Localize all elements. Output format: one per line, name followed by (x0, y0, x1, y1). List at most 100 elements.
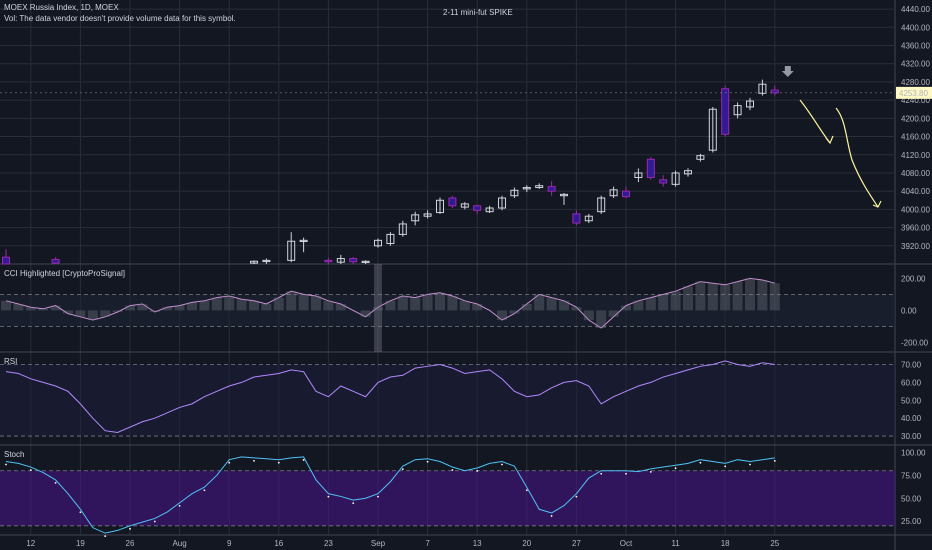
candle[interactable] (758, 79, 767, 96)
candle[interactable] (622, 186, 630, 198)
x-tick-label: 13 (473, 539, 482, 548)
cci-histogram-bar (125, 305, 135, 311)
candle[interactable] (597, 195, 606, 214)
candle[interactable] (361, 260, 370, 264)
stoch-d-dot (79, 511, 82, 514)
cci-histogram-bar (435, 292, 445, 311)
candle-body (609, 189, 618, 197)
stoch-d-dot (253, 459, 255, 462)
cci-histogram-bar (50, 305, 61, 311)
price-tick-label: 4280.00 (901, 78, 930, 87)
rsi-pane[interactable] (0, 360, 895, 437)
cci-histogram-bar (695, 281, 706, 311)
x-tick-label: 19 (76, 539, 85, 548)
stoch-pane[interactable] (0, 456, 895, 538)
candle-body (746, 100, 754, 108)
candle[interactable] (423, 210, 432, 219)
candle[interactable] (584, 213, 593, 224)
candle[interactable] (349, 257, 358, 264)
cci-histogram-bar (608, 310, 619, 317)
candle[interactable] (522, 185, 531, 193)
candle-body (584, 215, 593, 222)
symbol-line: MOEX Russia Index, 1D, MOEX (4, 3, 119, 12)
candle[interactable] (460, 202, 469, 210)
candle[interactable] (609, 186, 618, 198)
cci-histogram-bar (410, 297, 421, 311)
candle[interactable] (448, 195, 457, 209)
cci-histogram-bar (224, 296, 235, 311)
candle[interactable] (386, 232, 395, 246)
cci-histogram-bar (323, 300, 334, 311)
candle[interactable] (336, 254, 345, 264)
cci-histogram-bar (670, 291, 681, 311)
candle[interactable] (721, 85, 730, 137)
cci-histogram-bar (658, 294, 669, 311)
stoch-d-dot (5, 463, 7, 466)
candle[interactable] (560, 192, 568, 205)
cci-line (5, 277, 775, 329)
cci-histogram-bar (87, 310, 98, 320)
candle[interactable] (374, 238, 382, 248)
candle[interactable] (262, 258, 271, 264)
price-tick-label: 4000.00 (901, 205, 930, 214)
down-arrow-icon (781, 66, 794, 77)
candle[interactable] (287, 232, 296, 263)
cci-histogram-bar (583, 310, 594, 320)
cci-histogram-bar (162, 307, 173, 311)
candle-body (708, 108, 717, 151)
stoch-d-dot (327, 495, 330, 498)
candle[interactable] (51, 257, 60, 264)
candle-body (572, 213, 581, 224)
cci-histogram-bar (373, 307, 383, 311)
stoch-d-dot (352, 502, 355, 505)
candle[interactable] (746, 97, 754, 111)
price-pane[interactable] (0, 79, 895, 265)
candle[interactable] (659, 175, 668, 187)
annotation-arrowhead (872, 200, 882, 208)
cci-pane[interactable] (0, 264, 895, 352)
candle[interactable] (498, 195, 506, 211)
candle-body (560, 193, 568, 197)
stoch-d-dot (674, 467, 677, 470)
cci-histogram-bar (621, 305, 631, 311)
candle[interactable] (2, 249, 10, 265)
candle[interactable] (708, 106, 717, 153)
candle[interactable] (510, 187, 519, 198)
price-tick-label: 4160.00 (901, 133, 930, 142)
candle[interactable] (634, 168, 643, 183)
candle-body (721, 88, 730, 135)
candle-body (634, 172, 643, 179)
candle-body (498, 197, 506, 209)
cci-histogram-bar (683, 286, 693, 311)
candle[interactable] (696, 153, 705, 162)
candle[interactable] (324, 257, 333, 264)
candle[interactable] (671, 170, 680, 187)
candle[interactable] (547, 181, 556, 196)
candle[interactable] (473, 204, 482, 214)
candle-body (659, 179, 668, 184)
candle[interactable] (684, 168, 692, 177)
price-tick-label: 4040.00 (901, 187, 930, 196)
candle[interactable] (299, 237, 308, 253)
candle[interactable] (411, 211, 420, 226)
cci-highlight-bar (374, 264, 382, 352)
cci-histogram-bar (187, 302, 197, 311)
candle[interactable] (646, 157, 655, 180)
candle[interactable] (733, 102, 742, 119)
candle[interactable] (398, 220, 407, 237)
candle[interactable] (535, 183, 544, 189)
cci-histogram-bar (509, 310, 520, 314)
candle[interactable] (770, 85, 779, 96)
candle[interactable] (436, 197, 444, 214)
cci-histogram-bar (13, 304, 24, 311)
candle[interactable] (485, 205, 494, 214)
cci-histogram-bar (211, 297, 222, 311)
cci-histogram-bar (149, 310, 160, 312)
cci-histogram-bar (521, 304, 532, 311)
candle[interactable] (250, 260, 258, 264)
stoch-d-dot (277, 461, 280, 464)
price-tick-label: 3960.00 (901, 224, 930, 233)
candle[interactable] (572, 210, 581, 226)
stoch-line (5, 456, 775, 534)
